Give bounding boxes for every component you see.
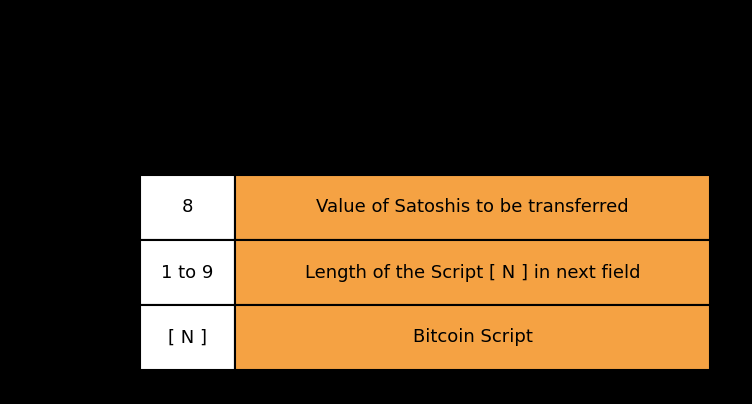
Bar [235,305,710,370]
Bar [140,175,235,240]
Bar [235,175,710,240]
Bar [235,240,710,305]
Text: 8: 8 [182,198,193,217]
Bar [140,240,235,305]
Bar [140,305,235,370]
Text: 1 to 9: 1 to 9 [162,263,214,282]
Text: Bitcoin Script: Bitcoin Script [413,328,532,347]
Text: Value of Satoshis to be transferred: Value of Satoshis to be transferred [316,198,629,217]
Text: Length of the Script [ N ] in next field: Length of the Script [ N ] in next field [305,263,640,282]
Text: [ N ]: [ N ] [168,328,207,347]
